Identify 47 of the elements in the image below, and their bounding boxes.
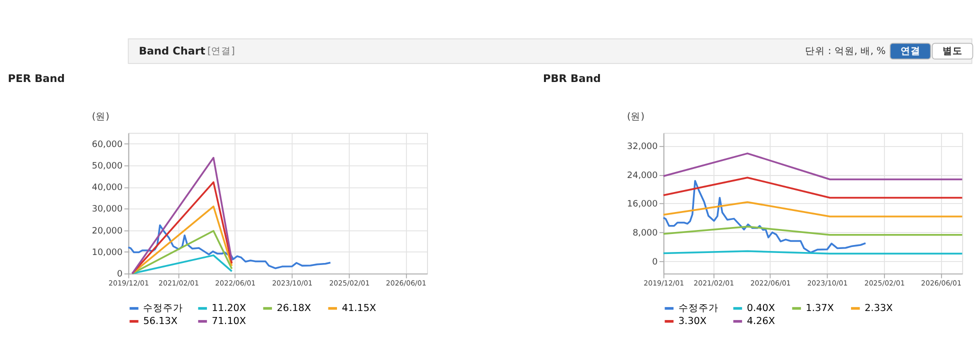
y-tick-label: 20,000 [92, 226, 123, 236]
x-tick-label: 2026/06/01 [386, 278, 426, 288]
x-tick-label: 2025/02/01 [864, 278, 905, 288]
legend-label: 26.18X [276, 303, 312, 314]
legend-label: 2.33X [864, 303, 894, 314]
y-tick-label: 0 [117, 270, 123, 280]
x-tick-label: 2019/12/01 [644, 278, 684, 288]
text: [연결] [207, 46, 235, 57]
text: PER Band [8, 72, 65, 85]
text: 단위 : 억원, 배, % [804, 46, 886, 57]
x-tick-label: 2025/02/01 [329, 278, 370, 288]
text: 별도 [942, 46, 963, 57]
legend-label: 수정주가 [143, 303, 184, 314]
text: PBR Band [543, 72, 601, 85]
legend-label: 4.26X [746, 316, 776, 327]
y-tick-label: 50,000 [92, 161, 123, 172]
text: Band Chart [138, 46, 206, 58]
y-tick-label: 40,000 [92, 183, 123, 194]
legend-label: 41.15X [342, 303, 376, 314]
legend-label: 3.30X [678, 316, 707, 327]
legend-label: 71.10X [212, 316, 246, 327]
y-tick-label: 0 [652, 257, 658, 268]
legend-label: 수정주가 [678, 303, 718, 314]
y-axis-title: (원) [92, 111, 110, 122]
x-tick-label: 2023/10/01 [807, 278, 848, 288]
legend-label: 11.20X [212, 303, 246, 314]
y-tick-label: 8,000 [632, 228, 658, 238]
x-tick-label: 2022/06/01 [750, 278, 791, 288]
y-tick-label: 60,000 [92, 140, 123, 150]
x-tick-label: 2021/02/01 [158, 278, 199, 288]
x-tick-label: 2026/06/01 [921, 278, 962, 288]
y-tick-label: 10,000 [92, 248, 123, 258]
legend-label: 0.40X [746, 303, 776, 314]
y-tick-label: 16,000 [627, 200, 658, 210]
y-tick-label: 30,000 [92, 204, 123, 215]
x-tick-label: 2021/02/01 [694, 278, 734, 288]
x-tick-label: 2022/06/01 [215, 278, 256, 288]
text: 연결 [900, 46, 920, 57]
x-tick-label: 2019/12/01 [108, 278, 149, 288]
x-tick-label: 2023/10/01 [272, 278, 313, 288]
y-tick-label: 32,000 [627, 142, 658, 152]
line-series [662, 180, 866, 254]
y-axis-title: (원) [626, 111, 645, 122]
legend-label: 56.13X [143, 316, 178, 327]
y-tick-label: 24,000 [627, 170, 658, 181]
legend-label: 1.37X [806, 303, 834, 314]
line-series [127, 224, 332, 270]
